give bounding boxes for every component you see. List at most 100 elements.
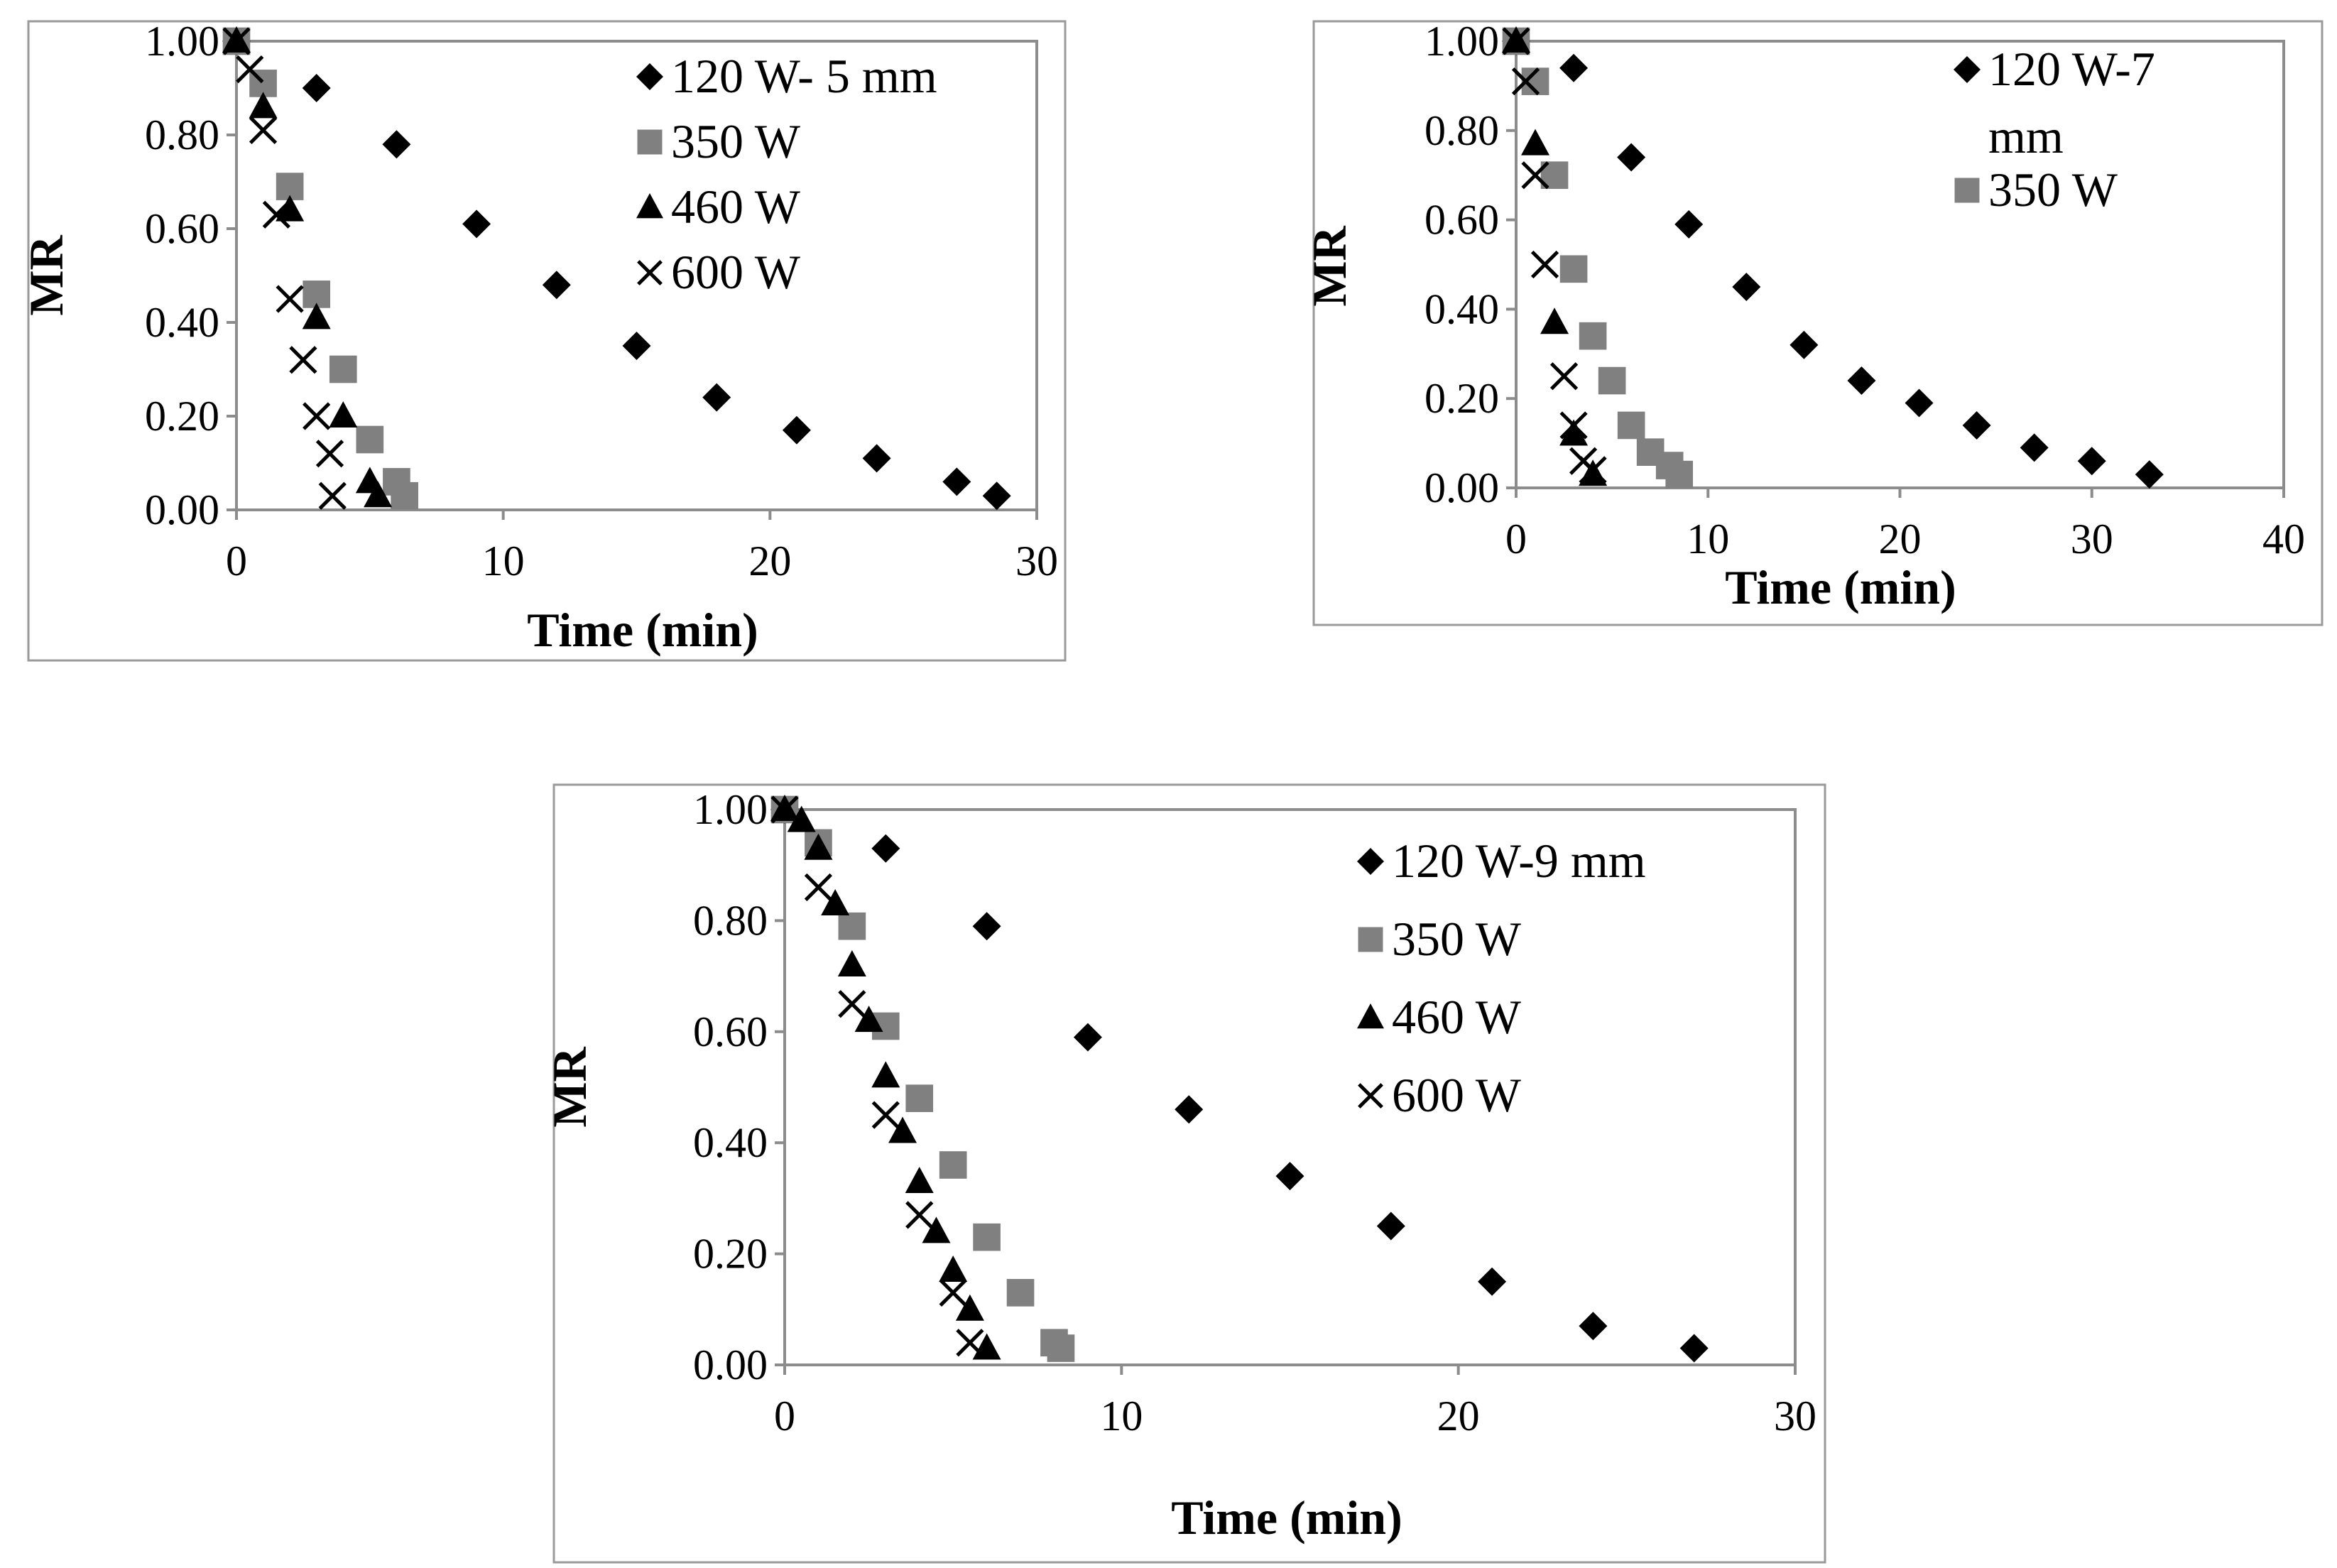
data-point-square — [391, 481, 418, 510]
legend-label: 350 W — [671, 114, 801, 168]
data-point-x — [249, 116, 278, 145]
data-point-diamond — [1905, 388, 1934, 418]
y-axis-title: MR — [1302, 225, 1356, 306]
legend-label: 120 W-9 mm — [1392, 834, 1646, 888]
legend-label: 600 W — [671, 245, 801, 299]
data-point-diamond — [1674, 209, 1704, 239]
data-point-diamond — [942, 467, 971, 496]
series-diamond — [1502, 27, 2164, 489]
data-point-triangle — [1540, 307, 1569, 334]
legend-item: 350 W — [637, 114, 801, 168]
x-tick-label: 10 — [482, 538, 525, 584]
y-tick-label: 1.00 — [693, 786, 768, 833]
y-axis-title: MR — [19, 234, 73, 315]
legend-marker-square — [637, 129, 663, 155]
y-tick-label: 0.20 — [1424, 375, 1499, 422]
x-tick-label: 0 — [226, 538, 247, 584]
data-point-triangle — [804, 833, 833, 860]
data-point-triangle — [888, 1116, 917, 1143]
data-point-diamond — [862, 444, 891, 473]
chart-panel-3: 0.00 0.20 0.40 0.60 0.80 1.00 0 10 20 30 Time (min… — [543, 783, 1826, 1564]
data-point-x — [871, 1101, 900, 1129]
data-point-diamond — [1789, 330, 1819, 359]
data-point-x — [222, 27, 251, 55]
x-tick-label: 20 — [1437, 1393, 1480, 1439]
y-tick-label: 0.20 — [145, 393, 219, 440]
data-point-triangle — [854, 1006, 883, 1033]
x-tick-label: 30 — [1774, 1393, 1816, 1439]
legend-marker-diamond — [1954, 56, 1981, 83]
x-axis-title: Time (min) — [1171, 1491, 1402, 1545]
legend-label: 350 W — [1392, 912, 1522, 966]
data-point-diamond — [542, 271, 571, 300]
data-point-diamond — [1478, 1267, 1507, 1296]
chart-frame — [1312, 20, 2324, 626]
data-point-square — [1559, 255, 1588, 283]
series-x — [770, 795, 984, 1357]
data-point-x — [1530, 250, 1559, 279]
data-point-x — [236, 55, 264, 84]
legend-item: 350 W — [1358, 912, 1522, 966]
legend: 120 W- 5 mm 350 W 460 W 600 W — [636, 49, 937, 299]
data-point-x — [956, 1329, 984, 1357]
data-point-square — [973, 1223, 1001, 1251]
data-point-diamond — [1275, 1162, 1304, 1191]
y-tick-label: 0.40 — [693, 1119, 768, 1166]
data-point-x — [289, 346, 317, 374]
data-point-square — [939, 1151, 967, 1179]
series-triangle — [770, 795, 1001, 1360]
data-point-diamond — [871, 834, 900, 863]
data-point-x — [262, 200, 290, 229]
data-point-triangle — [302, 303, 331, 330]
x-axis-title: Time (min) — [527, 603, 758, 657]
legend-item: 350 W — [1954, 163, 2118, 217]
data-point-x — [1549, 362, 1579, 391]
data-point-square — [329, 355, 357, 383]
data-point-triangle — [837, 949, 866, 976]
data-point-diamond — [1962, 410, 1991, 440]
data-point-triangle — [1559, 419, 1589, 446]
data-point-diamond — [2077, 447, 2106, 476]
data-point-triangle — [276, 195, 305, 222]
data-point-square — [1579, 322, 1607, 350]
data-point-x — [939, 1278, 967, 1307]
legend-item: 460 W — [636, 180, 801, 234]
x-tick-label: 30 — [1015, 538, 1058, 584]
data-point-x — [1559, 411, 1588, 440]
data-point-diamond — [972, 912, 1001, 941]
legend-marker-diamond — [1357, 848, 1384, 875]
x-tick-label: 0 — [774, 1393, 795, 1439]
x-tick-label: 30 — [2071, 516, 2113, 562]
y-tick-label: 0.80 — [693, 897, 768, 944]
chart-panel-2: 0.00 0.20 0.40 0.60 0.80 1.00 0 10 20 30 40 Time (m… — [1302, 18, 2324, 626]
data-point-square — [1665, 460, 1694, 489]
data-point-x — [1511, 67, 1540, 96]
data-point-x — [303, 402, 331, 430]
data-point-diamond — [302, 74, 331, 102]
data-point-diamond — [2135, 460, 2164, 489]
data-point-triangle — [329, 401, 358, 428]
series-square — [770, 795, 1075, 1362]
legend-label: 460 W — [1392, 990, 1522, 1044]
y-tick-label: 0.00 — [145, 486, 219, 533]
y-tick-label: 1.00 — [1424, 18, 1499, 65]
chart-panel-1: 0.00 0.20 0.40 0.60 0.80 1.00 0 10 20 30 Time (min… — [19, 18, 1067, 662]
data-point-diamond — [782, 415, 811, 445]
legend-marker-square — [1358, 927, 1383, 952]
data-point-x — [804, 873, 833, 902]
x-tick-label: 10 — [1100, 1393, 1143, 1439]
legend: 120 W-9 mm 350 W 460 W 600 W — [1357, 834, 1646, 1122]
data-point-x — [770, 795, 799, 824]
y-tick-label: 0.20 — [693, 1231, 768, 1278]
data-point-diamond — [1847, 366, 1876, 396]
data-point-triangle — [1521, 129, 1550, 156]
data-point-diamond — [1376, 1212, 1405, 1241]
data-point-square — [356, 425, 384, 454]
data-point-triangle — [871, 1061, 900, 1088]
legend-label: 600 W — [1392, 1068, 1522, 1122]
data-point-diamond — [1579, 1312, 1608, 1341]
data-point-square — [838, 912, 866, 940]
data-point-x — [276, 285, 304, 313]
data-point-diamond — [382, 130, 411, 159]
data-point-diamond — [1175, 1095, 1204, 1124]
